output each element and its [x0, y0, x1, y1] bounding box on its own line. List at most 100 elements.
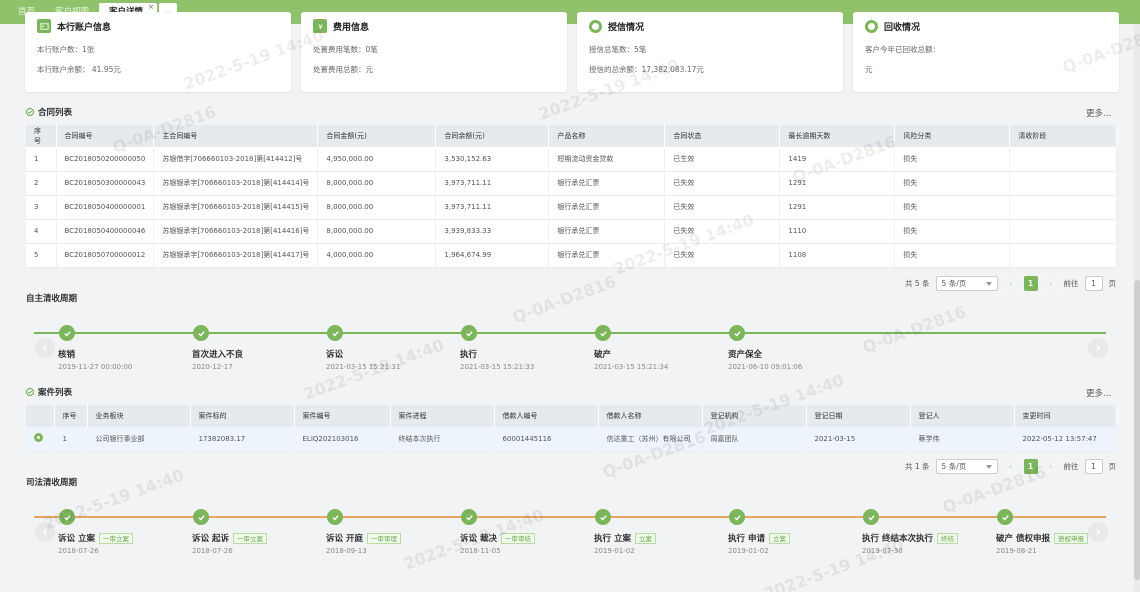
table-row[interactable]: 3 BC2018050400000001 苏银银承字[706660103-2018]… [26, 195, 1117, 220]
timeline-node[interactable]: 诉讼 起诉 一审立案 2018-07-26 [192, 504, 342, 555]
table-row[interactable]: 1 BC2018050200000050 苏银借字[706660103-2018]第… [26, 147, 1117, 172]
timeline-tag: 一审立案 [232, 532, 267, 544]
column-header[interactable]: 合同余额(元) [435, 125, 550, 147]
timeline-node[interactable]: 执行 立案 立案 2019-01-02 [594, 504, 744, 555]
judicial-cycle-heading: 司法清收周期 [26, 476, 77, 488]
timeline-node[interactable]: 核销 2019-11-27 00:00:00 [58, 320, 208, 371]
column-header[interactable]: 案件标的 [190, 405, 295, 427]
pagination-total: 共 1 条 [905, 462, 930, 471]
column-header[interactable]: 业务板块 [87, 405, 191, 427]
table-cell: 2021-03-15 [806, 427, 911, 452]
case-more-link[interactable]: 更多... [1086, 389, 1112, 399]
column-header[interactable]: 案件编号 [294, 405, 391, 427]
next-page-button[interactable]: › [1043, 276, 1058, 291]
timeline-tag: 债权申报 [1053, 532, 1088, 544]
prev-page-button[interactable]: ‹ [1003, 276, 1018, 291]
current-page[interactable]: 1 [1023, 459, 1038, 474]
column-header [26, 405, 55, 427]
column-header[interactable]: 序号 [26, 125, 57, 147]
timeline-node[interactable]: 执行 终结本次执行 终结 2019-07-30 [862, 504, 1012, 555]
timeline-node[interactable]: 执行 2021-03-15 15:21:33 [460, 320, 610, 371]
timeline-label: 执行 立案 立案 [594, 532, 744, 544]
timeline-next-button[interactable] [1088, 522, 1108, 542]
table-row[interactable]: 1 公司银行事业部 17382083.17 ELIQ202103016 终结本次执行 60… [26, 427, 1117, 452]
table-cell: 损失 [894, 171, 1011, 196]
timeline-date: 2019-08-21 [996, 547, 1037, 555]
goto-page-input[interactable]: 1 [1084, 459, 1103, 474]
page-size-select[interactable]: 5 条/页 [935, 276, 998, 291]
goto-label: 前往 [1063, 462, 1079, 471]
timeline-label: 诉讼 裁决 一审审结 [460, 532, 610, 544]
timeline-node[interactable]: 诉讼 2021-03-15 15:21:31 [326, 320, 476, 371]
column-header[interactable]: 登记人 [910, 405, 1015, 427]
timeline-node[interactable]: 诉讼 开庭 一审审理 2018-09-13 [326, 504, 476, 555]
check-icon [461, 325, 477, 341]
table-row[interactable]: 2 BC2018050300000043 苏银银承字[706660103-2018]… [26, 171, 1117, 196]
next-page-button[interactable]: › [1043, 459, 1058, 474]
check-circle-icon [26, 388, 34, 396]
card-recovery-info: 回收情况 客户今年已回收总额： 元 [853, 12, 1119, 92]
prev-page-button[interactable]: ‹ [1003, 459, 1018, 474]
close-icon[interactable]: × [148, 3, 155, 11]
timeline-prev-button[interactable] [35, 338, 55, 358]
account-card-icon [37, 19, 51, 33]
timeline-node[interactable]: 诉讼 立案 一审立案 2018-07-26 [58, 504, 208, 555]
column-header[interactable]: 登记日期 [806, 405, 911, 427]
column-header[interactable]: 合同金额(元) [317, 125, 437, 147]
table-cell: 8,000,000.00 [317, 195, 437, 220]
check-circle-icon [26, 108, 34, 116]
table-cell: 1,964,674.99 [435, 243, 550, 268]
card-fee-info: ¥ 费用信息 处置费用笔数：0笔 处置费用总额：元 [301, 12, 567, 92]
contract-more-link[interactable]: 更多... [1086, 109, 1112, 119]
table-cell [1009, 243, 1117, 268]
check-icon [729, 509, 745, 525]
table-row[interactable]: 5 BC2018050700000012 苏银银承字[706660103-2018]… [26, 243, 1117, 268]
goto-page-input[interactable]: 1 [1084, 276, 1103, 291]
row-select-radio[interactable] [34, 433, 43, 443]
column-header[interactable]: 合同状态 [664, 125, 781, 147]
column-header[interactable]: 变更时间 [1014, 405, 1117, 427]
column-header[interactable]: 案件进程 [390, 405, 495, 427]
column-header[interactable]: 合同编号 [56, 125, 155, 147]
column-header[interactable]: 登记机构 [702, 405, 807, 427]
timeline-node[interactable]: 诉讼 裁决 一审审结 2018-11-05 [460, 504, 610, 555]
table-cell: 3,973,711.11 [435, 171, 550, 196]
timeline-node[interactable]: 执行 申请 立案 2019-01-02 [728, 504, 878, 555]
card-title: 授信情况 [608, 22, 645, 33]
column-header[interactable]: 借款人编号 [494, 405, 599, 427]
card-line: 元 [865, 65, 873, 74]
timeline-label-text: 诉讼 [326, 350, 344, 360]
page-size-select[interactable]: 5 条/页 [935, 459, 998, 474]
timeline-label-text: 破产 债权申报 [996, 534, 1050, 544]
table-row[interactable]: 4 BC2018050400000046 苏银银承字[706660103-2018]… [26, 219, 1117, 244]
check-icon [59, 509, 75, 525]
table-cell: 1110 [779, 219, 896, 244]
card-line: 本行账户余额： 41.95元 [37, 65, 121, 74]
card-line: 本行账户数：1张 [37, 45, 95, 54]
check-icon [59, 325, 75, 341]
timeline-node[interactable]: 破产 债权申报 债权申报 2019-08-21 [996, 504, 1140, 555]
timeline-node[interactable]: 破产 2021-03-15 15:21:34 [594, 320, 744, 371]
timeline-label: 首次进入不良 [192, 348, 342, 360]
column-header[interactable]: 产品名称 [548, 125, 666, 147]
column-header[interactable]: 序号 [54, 405, 88, 427]
scrollbar-thumb[interactable] [1134, 280, 1140, 580]
timeline-date: 2019-01-02 [594, 547, 635, 555]
column-header[interactable]: 主合同编号 [153, 125, 319, 147]
table-cell: 损失 [894, 243, 1011, 268]
timeline-date: 2021-03-15 15:21:33 [460, 363, 535, 371]
timeline-node[interactable]: 资产保全 2021-06-10 09:01:06 [728, 320, 878, 371]
table-cell: 已失效 [664, 171, 781, 196]
column-header[interactable]: 借款人名称 [598, 405, 703, 427]
column-header[interactable]: 清收阶段 [1009, 125, 1117, 147]
timeline-prev-button[interactable] [35, 522, 55, 542]
goto-label: 前往 [1063, 279, 1079, 288]
table-cell: 已失效 [664, 243, 781, 268]
table-cell: 3 [26, 195, 57, 220]
column-header[interactable]: 最长逾期天数 [779, 125, 896, 147]
column-header[interactable]: 风险分类 [894, 125, 1011, 147]
timeline-node[interactable]: 首次进入不良 2020-12-17 [192, 320, 342, 371]
current-page[interactable]: 1 [1023, 276, 1038, 291]
row-radio-cell[interactable] [26, 427, 55, 452]
timeline-next-button[interactable] [1088, 338, 1108, 358]
